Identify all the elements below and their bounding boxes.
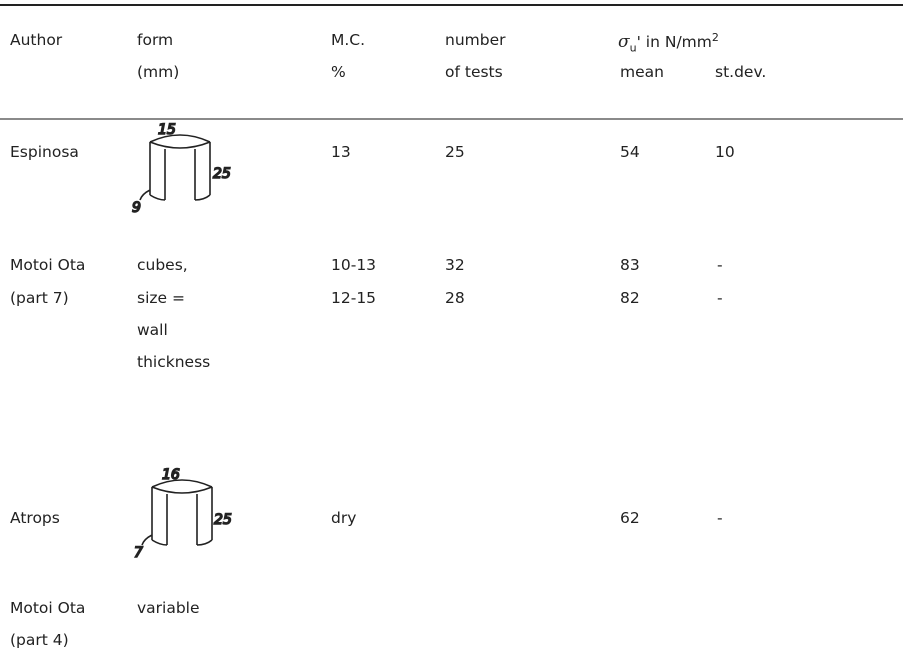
cell: 13 xyxy=(331,143,351,161)
cell: variable xyxy=(137,599,200,617)
cell: - xyxy=(717,256,723,274)
sketch-label: 25 xyxy=(214,512,232,528)
sketch-label: 9 xyxy=(132,200,141,216)
cell: 83 xyxy=(620,256,640,274)
sketch-label: 15 xyxy=(158,122,176,138)
header-cell: M.C. xyxy=(331,31,366,49)
cell: dry xyxy=(331,509,357,527)
sketch-label: 7 xyxy=(134,545,143,561)
subscript: u xyxy=(629,41,637,55)
header-cell: form xyxy=(137,31,174,49)
header-cell: Author xyxy=(10,31,63,49)
header-cell: st.dev. xyxy=(715,63,767,81)
header-cell: % xyxy=(331,63,346,81)
cell: wall xyxy=(137,321,168,339)
superscript: 2 xyxy=(711,31,719,44)
cell: Motoi Ota xyxy=(10,256,86,274)
cell: - xyxy=(717,289,723,307)
cell: Motoi Ota xyxy=(10,599,86,617)
cell: 12-15 xyxy=(331,289,377,307)
cell: size = xyxy=(137,289,185,307)
header-cell: (mm) xyxy=(137,63,180,81)
sketch-atrops: 16 25 7 xyxy=(133,466,233,562)
prime: ' xyxy=(636,33,641,52)
header-cell: number xyxy=(445,31,506,49)
cell: 28 xyxy=(445,289,465,307)
cell: 82 xyxy=(620,289,640,307)
header-cell: of tests xyxy=(445,63,503,81)
sketch-espinosa: 15 25 9 xyxy=(131,121,232,217)
cell: thickness xyxy=(137,353,211,371)
cell: (part 4) xyxy=(10,631,69,649)
header-cell: mean xyxy=(620,63,664,81)
cell: Atrops xyxy=(10,509,60,527)
sketch-lines xyxy=(139,134,211,201)
cell: 62 xyxy=(620,509,640,527)
cell: - xyxy=(717,509,723,527)
cell: 10-13 xyxy=(331,256,377,274)
symbol: σ xyxy=(618,32,630,53)
cell: (part 7) xyxy=(10,289,69,307)
unit: in N/mm xyxy=(640,33,712,52)
cell: 32 xyxy=(445,256,465,274)
sketch-label: 25 xyxy=(213,166,231,182)
cell: cubes, xyxy=(137,256,188,274)
cell: 10 xyxy=(715,143,735,161)
sketch-label: 16 xyxy=(162,467,180,483)
cell: Espinosa xyxy=(10,143,79,161)
header-strength: σu' in N/mm2 xyxy=(618,28,719,58)
cell: 25 xyxy=(445,143,465,161)
cell: 54 xyxy=(620,143,640,161)
sketch-lines xyxy=(141,479,213,546)
